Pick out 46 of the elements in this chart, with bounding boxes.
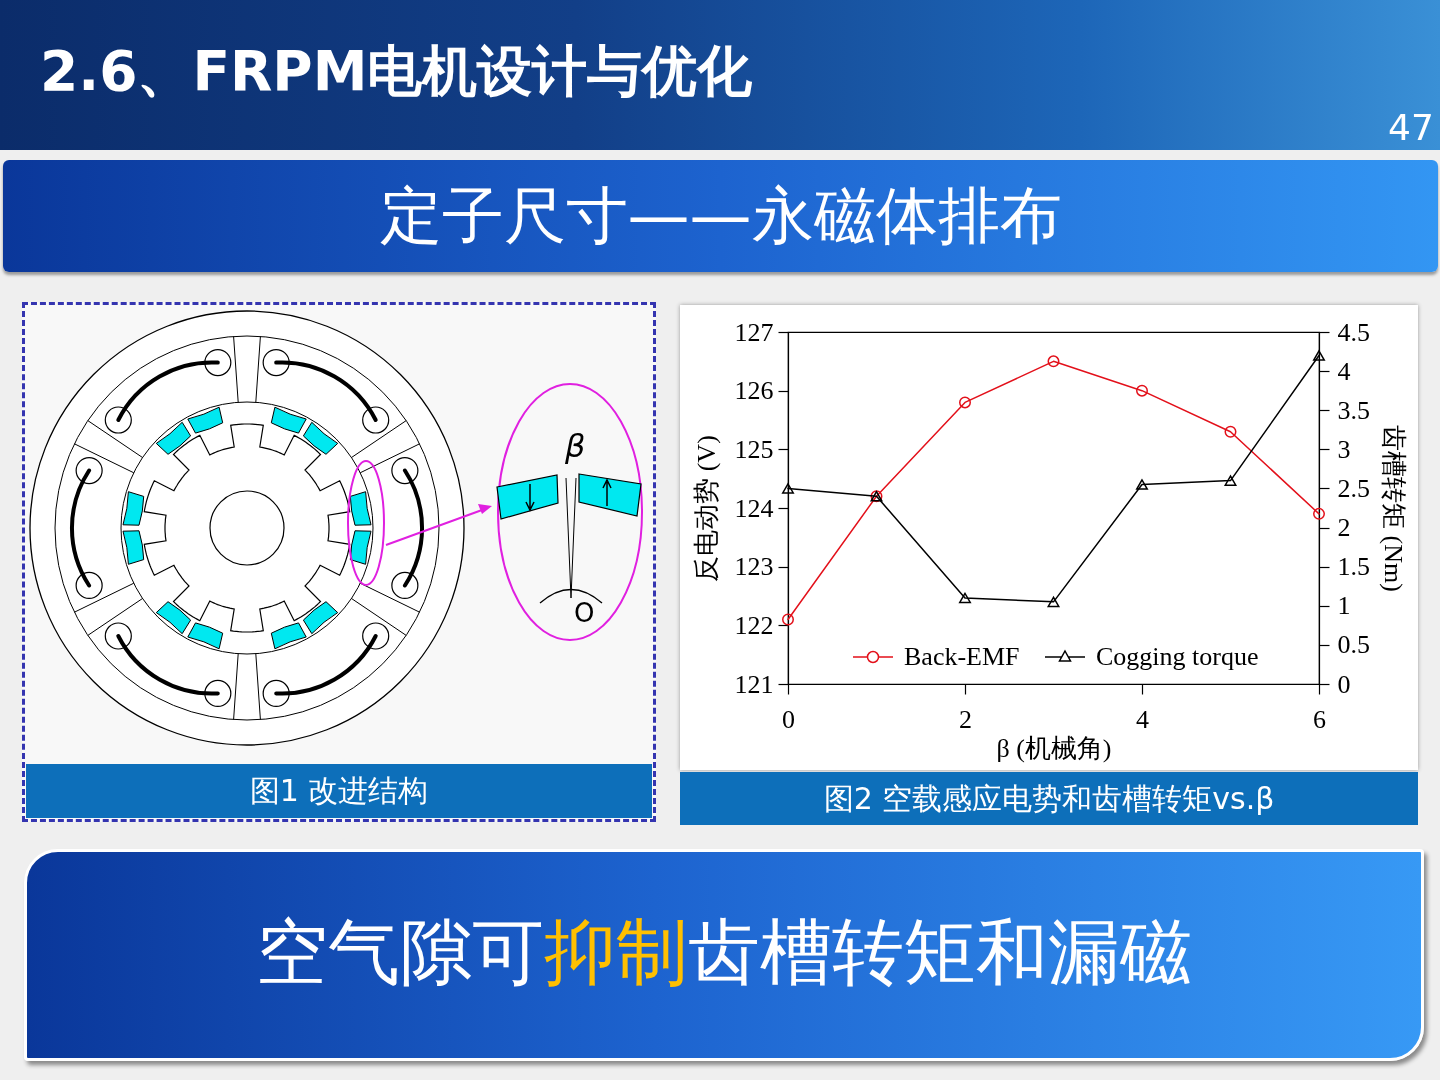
point <box>782 613 794 626</box>
caption: 图1 改进结构 <box>26 764 652 818</box>
legend-label: Back-EMF <box>904 642 1020 671</box>
point <box>959 592 971 604</box>
y2-tick-label: 2 <box>1337 513 1351 543</box>
point <box>782 483 794 494</box>
text: 47 <box>1388 106 1434 150</box>
y2-tick-label: 0.5 <box>1337 630 1370 660</box>
y2-tick-label: 3 <box>1337 434 1351 464</box>
y-axis-title: 反电动势 (V) <box>691 435 721 582</box>
point <box>1224 425 1237 438</box>
point <box>1313 350 1325 361</box>
y2-tick-label: 3.5 <box>1337 395 1370 425</box>
y-tick-label: 126 <box>734 376 774 406</box>
point <box>1136 479 1148 490</box>
x-tick-label: 4 <box>1136 704 1149 734</box>
text: 齿槽转矩和漏磁 <box>688 910 1192 994</box>
x-tick-label: 6 <box>1313 704 1326 734</box>
y2-axis-title: 齿槽转矩 (Nm) <box>1379 425 1408 592</box>
x-tick-label: 0 <box>782 704 795 734</box>
point <box>1047 596 1060 608</box>
point <box>1313 507 1325 520</box>
text: 空气隙可 <box>256 910 544 994</box>
y-tick-label: 121 <box>734 669 774 699</box>
text: 抑制 <box>544 910 688 994</box>
y-tick-label: 125 <box>734 434 774 464</box>
point <box>1047 355 1060 368</box>
point <box>1136 384 1148 397</box>
y2-tick-label: 4 <box>1337 356 1351 386</box>
x-tick-label: 2 <box>959 704 972 734</box>
y2-tick-label: 4.5 <box>1337 317 1370 347</box>
point <box>1224 475 1237 486</box>
y-tick-label: 124 <box>734 493 774 523</box>
legend-label: Cogging torque <box>1096 642 1259 671</box>
point <box>959 396 971 409</box>
y2-tick-label: 1 <box>1337 591 1351 621</box>
caption: 图2 空载感应电势和齿槽转矩vs.β <box>680 772 1418 825</box>
chart-subtitle: 定子尺寸——永磁体排布 <box>3 160 1438 272</box>
x-axis-title: β (机械角) <box>996 733 1112 763</box>
chart-title: 2.6、FRPM电机设计与优化 <box>40 38 753 105</box>
y2-tick-label: 2.5 <box>1337 473 1370 503</box>
y-tick-label: 122 <box>734 610 774 640</box>
y2-tick-label: 1.5 <box>1337 552 1370 582</box>
y-tick-label: 123 <box>734 552 774 582</box>
y-tick-label: 127 <box>734 317 774 347</box>
y2-tick-label: 0 <box>1337 669 1351 699</box>
